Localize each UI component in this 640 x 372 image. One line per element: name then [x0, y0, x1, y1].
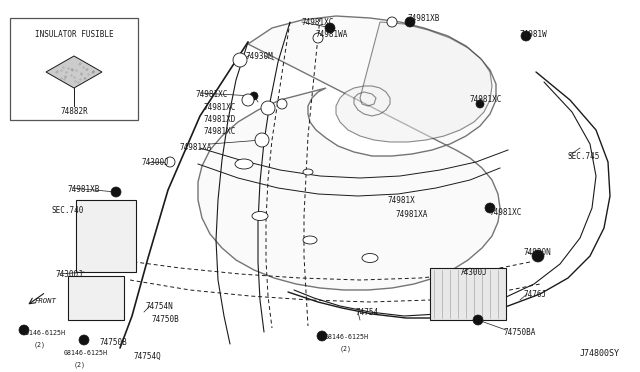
Text: 74981XC: 74981XC — [204, 127, 236, 136]
Circle shape — [242, 94, 254, 106]
Ellipse shape — [303, 236, 317, 244]
Text: 74930M: 74930M — [246, 52, 274, 61]
Circle shape — [111, 187, 121, 197]
Text: (2): (2) — [340, 346, 352, 353]
Polygon shape — [198, 16, 500, 290]
Circle shape — [250, 92, 258, 100]
Circle shape — [255, 133, 269, 147]
Text: 74981X: 74981X — [388, 196, 416, 205]
Ellipse shape — [303, 169, 313, 175]
Bar — [430, 268, 506, 320]
Text: 08146-6125H: 08146-6125H — [64, 350, 108, 356]
Ellipse shape — [252, 212, 268, 221]
Text: FRONT: FRONT — [35, 298, 57, 304]
Circle shape — [165, 157, 175, 167]
Text: 74981W: 74981W — [520, 30, 548, 39]
Circle shape — [233, 53, 247, 67]
Text: 74981XA: 74981XA — [180, 143, 212, 152]
Circle shape — [387, 17, 397, 27]
Ellipse shape — [235, 159, 253, 169]
Text: 74754: 74754 — [356, 308, 379, 317]
Text: 08146-6125H: 08146-6125H — [325, 334, 369, 340]
Circle shape — [485, 203, 495, 213]
Text: 74300J: 74300J — [142, 158, 170, 167]
Circle shape — [277, 99, 287, 109]
Text: 74981XB: 74981XB — [408, 14, 440, 23]
Bar — [76, 200, 136, 272]
Circle shape — [79, 335, 89, 345]
Text: 74750B: 74750B — [152, 315, 180, 324]
Text: 74882R: 74882R — [60, 107, 88, 116]
Circle shape — [313, 33, 323, 43]
Circle shape — [317, 331, 327, 341]
Bar — [68, 276, 124, 320]
Text: 7476J: 7476J — [524, 290, 547, 299]
Text: 74750BA: 74750BA — [503, 328, 536, 337]
Text: (2): (2) — [34, 342, 46, 349]
Circle shape — [325, 23, 335, 33]
Text: 74981XA: 74981XA — [396, 210, 428, 219]
Text: 74754Q: 74754Q — [134, 352, 162, 361]
Text: 74981XC: 74981XC — [490, 208, 522, 217]
Polygon shape — [336, 22, 492, 142]
Circle shape — [532, 250, 544, 262]
Text: J74800SY: J74800SY — [580, 349, 620, 358]
Text: INSULATOR FUSIBLE: INSULATOR FUSIBLE — [35, 30, 113, 39]
Text: 74981XB: 74981XB — [68, 185, 100, 194]
Text: 74981XC: 74981XC — [204, 103, 236, 112]
Text: (2): (2) — [74, 362, 86, 369]
Text: 74981XD: 74981XD — [204, 115, 236, 124]
Text: SEC.745: SEC.745 — [568, 152, 600, 161]
Text: 74300J: 74300J — [460, 268, 488, 277]
Text: 74750B: 74750B — [100, 338, 128, 347]
Ellipse shape — [362, 253, 378, 263]
Text: 74300J: 74300J — [55, 270, 83, 279]
Circle shape — [261, 101, 275, 115]
Text: 74754N: 74754N — [146, 302, 173, 311]
Bar — [10, 18, 138, 120]
Text: 74981WA: 74981WA — [316, 30, 348, 39]
Text: 74981XC: 74981XC — [196, 90, 228, 99]
Text: 74981XC: 74981XC — [470, 95, 502, 104]
Circle shape — [521, 31, 531, 41]
Text: SEC.740: SEC.740 — [52, 206, 84, 215]
Polygon shape — [46, 56, 102, 88]
Circle shape — [19, 325, 29, 335]
Circle shape — [476, 100, 484, 108]
Text: 08146-6125H: 08146-6125H — [22, 330, 66, 336]
Text: 74930N: 74930N — [524, 248, 552, 257]
Circle shape — [405, 17, 415, 27]
Circle shape — [473, 315, 483, 325]
Text: 74981XC: 74981XC — [302, 18, 334, 27]
